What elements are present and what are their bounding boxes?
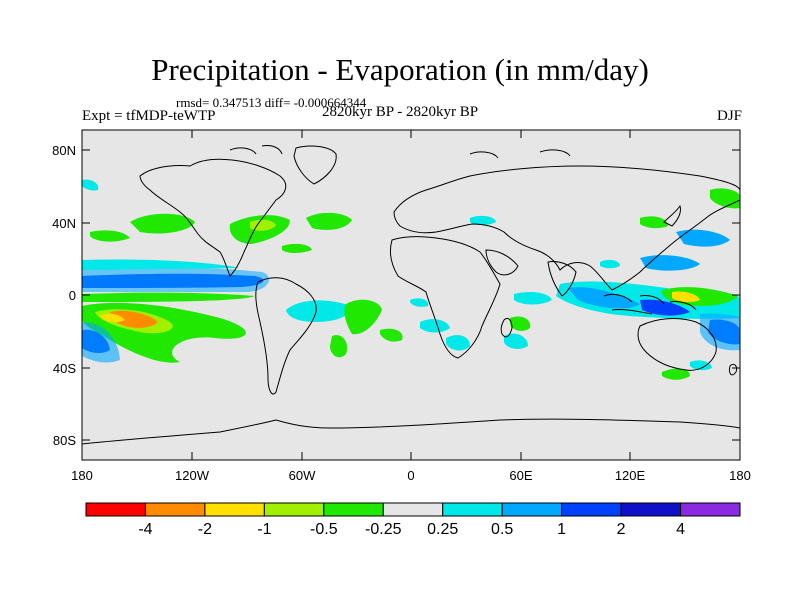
coast-arabia	[485, 249, 519, 276]
field-blue-indian	[568, 287, 640, 309]
field-green-npac2	[90, 230, 130, 242]
coast-japan	[663, 204, 681, 227]
colorbar-label: 4	[676, 521, 685, 538]
colorbar-label: -0.5	[310, 521, 338, 538]
colorbar-label: 1	[557, 521, 566, 538]
lon-label-60e: 60E	[509, 468, 532, 483]
experiment-label: Expt = tfMDP-teWTP	[82, 108, 216, 124]
field-cyan-natl-east	[410, 298, 429, 307]
field-green-natl3	[282, 243, 312, 253]
lon-ticks	[81, 130, 741, 460]
field-cyan-band	[82, 266, 269, 292]
lat-labels: 80N 40N 0 40S 80S	[52, 143, 76, 448]
field-cyan-sepac	[82, 322, 120, 363]
season-label: DJF	[716, 108, 742, 124]
field-blue-indian2	[640, 299, 690, 316]
lon-label-120e: 120E	[615, 468, 646, 483]
field-green-japan	[640, 216, 668, 229]
field-green-madag	[510, 316, 531, 331]
field-cyan-nwpac2	[640, 255, 700, 271]
field-cyan-safr	[420, 319, 450, 333]
field-cyan-npac	[82, 179, 99, 191]
colorbar-labels: -4 -2 -1 -0.5 -0.25 0.25 0.5 1 2 4	[138, 521, 685, 538]
lon-label-180e: 180	[729, 468, 751, 483]
colorbar-label: -2	[198, 521, 212, 538]
lat-label-40n: 40N	[52, 216, 76, 231]
field-cyan-asia	[470, 215, 496, 225]
field-cyan-madag	[504, 333, 528, 349]
field-cyan-australia	[700, 313, 740, 351]
field-green-npac	[130, 213, 195, 234]
coast-greenland	[293, 145, 337, 185]
colorbar-swatch	[263, 502, 325, 517]
field-green-band	[82, 292, 255, 302]
colorbar-label: 2	[617, 521, 626, 538]
stats-line: rmsd= 0.347513 diff= -0.000664344	[176, 95, 367, 110]
coast-india	[547, 261, 577, 297]
field-cyan-china	[600, 259, 620, 269]
field-cyan-safr2	[446, 335, 470, 351]
field-lime-natl	[250, 219, 276, 231]
coast-arctic-islands	[229, 145, 571, 159]
lon-label-120w: 120W	[175, 468, 210, 483]
field-cyan-nwpac	[676, 229, 730, 247]
lon-label-60w: 60W	[289, 468, 316, 483]
field-green-saus	[662, 368, 690, 380]
colorbar-swatch	[561, 502, 622, 517]
colorbar-label: -0.25	[365, 521, 402, 538]
map-title: Precipitation - Evaporation (in mm/day)	[151, 52, 649, 87]
coast-south-america	[255, 277, 317, 395]
colorbar-swatch	[501, 502, 563, 517]
coast-new-zealand	[729, 363, 737, 376]
coast-eurasia	[393, 165, 740, 291]
lat-label-80n: 80N	[52, 143, 76, 158]
colorbar-swatch	[442, 502, 503, 517]
colorbar	[85, 502, 741, 517]
period-label: 2820kyr BP - 2820kyr BP	[322, 104, 479, 120]
colorbar-swatch	[85, 502, 146, 517]
colorbar-label: -4	[138, 521, 152, 538]
lon-label-0: 0	[407, 468, 414, 483]
field-cyan-eafr	[514, 292, 552, 305]
field-cyan-band	[82, 259, 240, 270]
lat-label-80s: 80S	[53, 433, 76, 448]
coast-north-america	[139, 158, 287, 277]
field-green-arabia	[380, 328, 403, 342]
coast-indonesia	[603, 293, 697, 315]
field-green-tatl	[344, 299, 382, 335]
field-yellow-spcz	[100, 313, 125, 323]
field-green-brazil	[330, 335, 348, 358]
colorbar-swatch	[144, 502, 206, 517]
colorbar-label: 0.5	[491, 521, 513, 538]
lon-label-180w: 180	[71, 468, 93, 483]
lat-ticks	[82, 149, 740, 441]
lat-label-40s: 40S	[53, 361, 76, 376]
field-green-natl2	[306, 212, 352, 230]
field-cyan-tatl	[286, 300, 351, 322]
coastlines	[82, 145, 740, 445]
field-layer	[82, 179, 740, 380]
colorbar-swatch	[204, 502, 265, 517]
lon-labels: 180 120W 60W 0 60E 120E 180	[71, 468, 751, 483]
coast-antarctica	[82, 418, 740, 445]
colorbar-label: -1	[257, 521, 271, 538]
coast-africa	[389, 236, 501, 359]
field-yellow-wpac	[672, 291, 700, 303]
coast-australia	[637, 318, 717, 371]
colorbar-swatch	[620, 502, 682, 517]
field-cyan-saus	[690, 360, 712, 371]
field-orange-spcz	[110, 310, 158, 328]
colorbar-swatch	[323, 502, 384, 517]
colorbar-swatch	[680, 502, 741, 517]
coast-madagascar	[500, 317, 513, 338]
colorbar-swatch	[382, 502, 444, 517]
colorbar-label: 0.25	[427, 521, 458, 538]
lat-label-0: 0	[69, 288, 76, 303]
